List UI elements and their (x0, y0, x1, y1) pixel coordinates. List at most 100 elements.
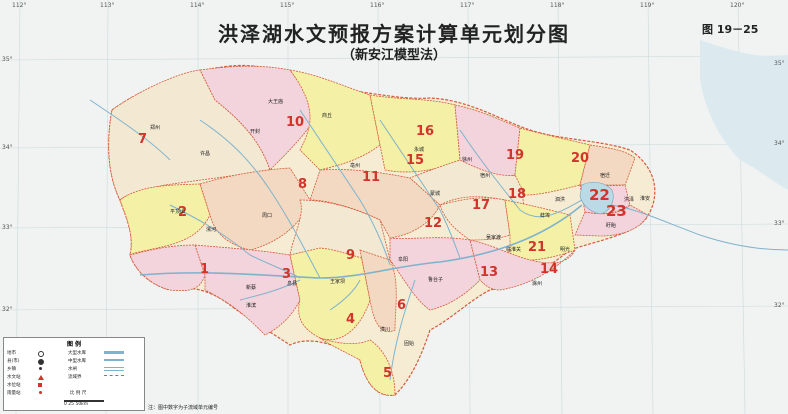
unit-13-area (389, 237, 481, 311)
lon-label: 117° (460, 2, 475, 9)
unit-2-area (119, 183, 211, 256)
unit-3-area (194, 244, 301, 336)
unit-label: 17 (472, 198, 491, 213)
map-title: 洪泽湖水文预报方案计算单元划分图 (218, 22, 570, 46)
unit-1-area (129, 244, 206, 292)
unit-15-area (369, 94, 461, 173)
lon-label: 113° (100, 2, 115, 9)
unit-17-area (439, 197, 511, 241)
place-label: 宿州 (480, 173, 491, 179)
map-note: 注：图中数字为子流域单元编号 (148, 405, 219, 411)
scale-bar (64, 400, 104, 402)
unit-label: 22 (589, 186, 610, 204)
basin-boundary-icon (104, 375, 124, 376)
lat-label: 35° (2, 56, 13, 63)
place-label: 蚌埠 (540, 213, 551, 219)
place-label: 固始 (404, 341, 415, 347)
place-label: 泗洪 (555, 197, 566, 203)
unit-7-area (108, 69, 271, 201)
lat-label: 32° (774, 302, 785, 309)
place-label: 周口 (262, 213, 273, 219)
legend-item: 大型水库 (68, 351, 86, 356)
unit-label: 14 (540, 262, 559, 277)
hongze-lake (579, 181, 614, 215)
large-reservoir-icon (104, 351, 124, 354)
lat-label: 32° (2, 306, 13, 313)
unit-label: 12 (424, 216, 443, 231)
lat-label: 33° (2, 224, 13, 231)
huai-river-main (139, 204, 583, 279)
hui-river (379, 119, 461, 259)
river-network (89, 99, 788, 381)
place-label: 平顶山 (170, 209, 186, 215)
lon-label: 116° (370, 2, 385, 9)
unit-14-area (469, 239, 576, 291)
unit-label: 16 (416, 124, 435, 139)
place-label: 徐州 (462, 157, 473, 163)
unit-label: 21 (528, 240, 547, 255)
legend-item: 乡镇 (7, 367, 16, 372)
medium-reservoir-icon (104, 359, 124, 361)
place-label: 亳州 (350, 163, 361, 169)
unit-10-area (199, 65, 321, 171)
legend-item: 地市 (7, 351, 16, 356)
unit-19-area (514, 127, 591, 196)
sluice-icon (104, 367, 124, 371)
place-label: 新蔡 (246, 285, 257, 291)
legend-item: 水文站 (7, 375, 21, 380)
map-subtitle: （新安江模型法） (341, 48, 446, 63)
unit-8-area (199, 167, 311, 251)
east-water (700, 40, 788, 190)
outflow-channel (611, 204, 788, 251)
scale-values: 0 25 50km (64, 402, 89, 407)
place-label: 鲁台子 (428, 277, 444, 283)
sub-basins (108, 65, 649, 396)
unit-11-area (289, 69, 381, 171)
unit-9-area (289, 199, 391, 262)
legend-item: 水位站 (7, 383, 21, 388)
place-label: 王家坝 (330, 279, 346, 285)
unit-label: 11 (362, 170, 381, 185)
lon-label: 120° (730, 2, 745, 9)
town-symbol-icon (39, 367, 42, 370)
place-label: 盱眙 (606, 223, 617, 229)
south-tributary-1 (329, 279, 361, 311)
unit-label: 18 (508, 187, 527, 202)
sui-river (459, 129, 583, 218)
county-symbol-icon (38, 359, 44, 365)
legend-item: 流域界 (68, 375, 82, 380)
place-label: 永城 (414, 147, 425, 153)
lon-label: 112° (12, 2, 27, 9)
unit-18-area (409, 159, 526, 216)
unit-label: 5 (383, 366, 393, 381)
lon-label: 118° (550, 2, 565, 9)
unit-label: 13 (480, 265, 499, 280)
map-legend: 图 例 地市 县(市) 乡镇 水文站 水位站 雨量站 大型水库 中型水库 水闸 … (3, 337, 145, 411)
legend-item: 水闸 (68, 367, 77, 372)
lon-label: 119° (640, 2, 655, 9)
place-label: 商丘 (322, 113, 333, 119)
unit-label: 7 (138, 132, 148, 147)
place-label: 息县 (287, 281, 298, 287)
unit-16-area (454, 104, 521, 178)
legend-item: 县(市) (7, 359, 20, 364)
lat-label: 33° (774, 220, 785, 227)
unit-12-area (309, 169, 441, 239)
place-label: 临淮关 (506, 247, 522, 253)
figure-number: 图 19－25 (702, 23, 759, 36)
unit-label: 2 (178, 205, 188, 220)
shaying-river (199, 119, 321, 279)
unit-5-area (319, 337, 396, 396)
unit-label: 3 (282, 267, 292, 282)
place-label: 许昌 (200, 151, 211, 157)
hydro-station-icon (38, 375, 44, 380)
legend-title: 图 例 (66, 341, 82, 348)
place-label: 淮滨 (246, 303, 257, 309)
unit-label: 15 (406, 153, 425, 168)
unit-label: 1 (200, 262, 210, 277)
lat-label: 34° (774, 140, 785, 147)
city-symbol-icon (38, 351, 44, 357)
place-label: 阜阳 (398, 257, 409, 263)
